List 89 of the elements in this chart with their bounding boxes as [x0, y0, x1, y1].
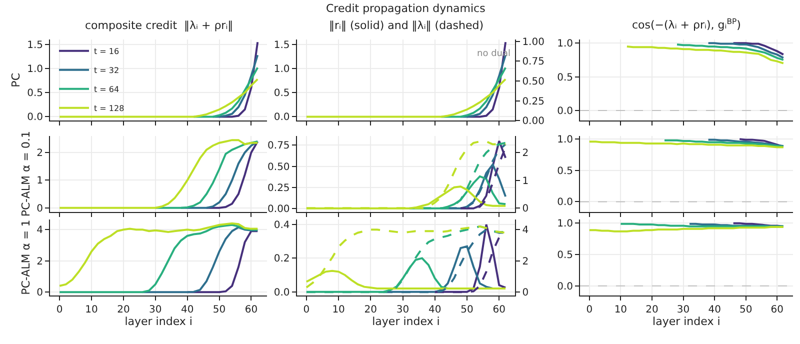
y-tick-label: 0.00 [268, 204, 290, 215]
y-tick-label: 4 [36, 225, 43, 236]
line-series [663, 139, 784, 148]
x-tick-label: 50 [460, 304, 474, 316]
chart-title: Credit propagation dynamics [326, 2, 486, 15]
y2-tick-label: 1 [522, 176, 529, 187]
x-tick-label: 20 [646, 304, 658, 316]
y-axis-title: PC-ALM α = 1 [19, 220, 32, 295]
y-tick-label: 0.0 [557, 106, 573, 117]
y2-tick-label: 0 [522, 204, 529, 215]
y-tick-label: 0.0 [274, 287, 290, 298]
y2-tick-label: 0.75 [522, 56, 544, 68]
line-series [142, 226, 259, 294]
y-tick-label: 1.0 [557, 134, 573, 146]
line-series [206, 140, 259, 209]
y-tick-label: 0.0 [274, 112, 290, 124]
y-tick-label: 0 [36, 203, 43, 214]
y-tick-label: 0.4 [274, 220, 290, 231]
y-tick-label: 0.5 [557, 250, 573, 262]
legend-label: t = 64 [94, 85, 120, 94]
line-series [707, 42, 784, 59]
x-tick-label: 0 [56, 304, 63, 316]
y-tick-label: 1 [36, 176, 43, 187]
y-tick-label: 1.5 [27, 40, 43, 52]
line-series [58, 78, 259, 118]
y2-tick-label: 0 [522, 288, 529, 299]
legend-label: t = 16 [94, 47, 120, 56]
y2-tick-label: 0.25 [522, 96, 544, 108]
x-tick-label: 0 [586, 304, 593, 316]
x-tick-label: 20 [117, 304, 130, 316]
x-tick-label: 50 [212, 304, 226, 316]
x-tick-label: 40 [428, 304, 442, 316]
x-tick-label: 60 [244, 304, 258, 316]
line-series [707, 138, 784, 147]
y2-tick-label: 4 [522, 225, 529, 236]
line-series [626, 45, 784, 64]
chart-subtitle: ‖rᵢ‖ (solid) and ‖λᵢ‖ (dashed) [329, 19, 484, 32]
x-tick-label: 0 [303, 304, 310, 316]
line-series [58, 139, 259, 209]
x-axis-title: layer index i [372, 315, 440, 328]
x-tick-label: 60 [492, 304, 506, 316]
legend-label: t = 128 [94, 104, 124, 114]
y-axis-title: PC [10, 72, 23, 88]
y2-tick-label: 0.50 [522, 76, 544, 88]
line-series [154, 140, 259, 209]
y2-tick-label: 2 [522, 256, 529, 268]
y-tick-label: 1.0 [27, 64, 43, 76]
line-series [180, 140, 259, 209]
x-tick-label: 30 [676, 304, 690, 316]
x-tick-label: 60 [770, 304, 784, 316]
line-series [676, 43, 784, 61]
y-tick-label: 0.0 [27, 112, 43, 124]
y-axis-title: PC-ALM α = 0.1 [19, 131, 32, 217]
y-tick-label: 0.0 [557, 281, 573, 292]
x-tick-label: 30 [149, 304, 162, 316]
y2-tick-label: 1.00 [522, 36, 544, 48]
y-tick-label: 0.25 [268, 182, 290, 194]
x-tick-label: 50 [739, 304, 752, 316]
y-tick-label: 0.50 [268, 162, 290, 173]
legend-label: t = 32 [94, 66, 120, 76]
y-tick-label: 2 [36, 256, 43, 268]
x-axis-title: layer index i [652, 315, 720, 328]
x-tick-label: 10 [332, 304, 345, 316]
x-tick-label: 20 [364, 304, 378, 316]
x-tick-label: 10 [614, 304, 628, 316]
y-tick-label: 0.75 [268, 140, 290, 152]
y-tick-label: 1.0 [557, 38, 573, 50]
y-tick-label: 1.5 [274, 40, 290, 52]
y-tick-label: 0.0 [557, 197, 573, 208]
y-tick-label: 1.0 [274, 64, 290, 76]
x-tick-label: 40 [708, 304, 721, 316]
chart-title: cos(−(λᵢ + ρrᵢ), gᵢ$^{BP}$) [632, 17, 741, 32]
y-tick-label: 0.5 [557, 72, 573, 84]
y-tick-label: 0.2 [274, 254, 290, 265]
y-tick-label: 1.0 [557, 218, 573, 230]
y-tick-label: 0.5 [274, 88, 290, 100]
line-series [732, 42, 784, 56]
x-tick-label: 40 [180, 304, 194, 316]
y-tick-label: 0.5 [557, 166, 573, 177]
y-tick-label: 2 [36, 148, 43, 160]
y-tick-label: 0.5 [27, 88, 43, 100]
y-tick-label: 0 [36, 288, 43, 299]
x-axis-title: layer index i [124, 315, 192, 328]
x-tick-label: 30 [396, 304, 410, 316]
chart-title: composite credit ‖λᵢ + ρrᵢ‖ [85, 19, 234, 32]
x-tick-label: 10 [85, 304, 98, 316]
y2-tick-label: 2 [522, 148, 529, 160]
line-series [305, 78, 507, 118]
y2-tick-label: 0.00 [522, 116, 544, 128]
